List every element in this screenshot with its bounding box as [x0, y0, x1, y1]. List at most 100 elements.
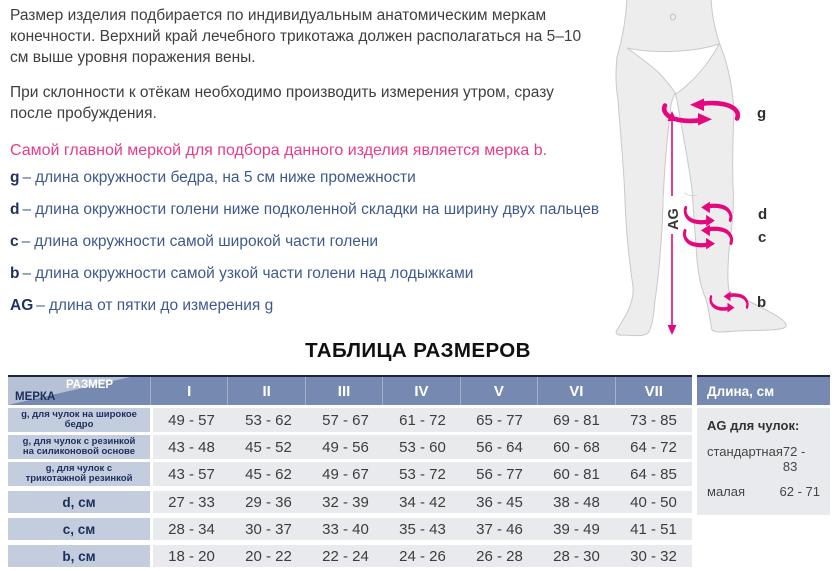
value-cell: 39 - 49	[553, 520, 600, 538]
size-table-header: РАЗМЕР МЕРКА I II III IV V VI VII	[8, 375, 692, 405]
thigh-label: g	[757, 105, 766, 122]
length-box-subtitle: AG для чулок:	[707, 418, 800, 433]
leg-measurement-diagram: AG	[615, 0, 787, 337]
value-cell: 30 - 32	[630, 547, 677, 565]
length-box-body: AG для чулок: стандартная 72 - 83 малая …	[697, 408, 830, 515]
table-row: g, для чулок с резинкой на силиконовой о…	[8, 435, 692, 459]
corner-cell: РАЗМЕР МЕРКА	[8, 377, 150, 405]
size-table-title: ТАБЛИЦА РАЗМЕРОВ	[305, 339, 531, 362]
intro-p1-line1: Размер изделия подбирается по индивидуал…	[10, 7, 547, 24]
measurement-item-b: b – длина окружности самой узкой части гол…	[10, 265, 474, 282]
intro-paragraph-1: Размер изделия подбирается по индивидуал…	[10, 5, 581, 68]
value-cell: 22 - 24	[322, 547, 369, 565]
value-cell: 28 - 34	[168, 520, 215, 538]
knee-crease	[683, 192, 698, 197]
size-table: РАЗМЕР МЕРКА I II III IV V VI VII g, для чулок…	[8, 375, 692, 567]
value-cell: 57 - 67	[322, 411, 369, 429]
intro-paragraph-2: При склонности к отёкам необходимо произ…	[10, 82, 581, 124]
row-label: b, см	[8, 545, 150, 567]
value-cell: 56 - 64	[476, 438, 523, 456]
length-box-header: Длина, см	[697, 375, 830, 405]
value-cell: 38 - 48	[553, 493, 600, 511]
column-header-III: III	[304, 377, 382, 405]
value-cell: 65 - 77	[476, 411, 523, 429]
value-cell: 53 - 72	[399, 465, 446, 483]
length-box: Длина, см AG для чулок: стандартная 72 -…	[697, 375, 830, 515]
value-cell: 64 - 85	[630, 465, 677, 483]
value-cell: 36 - 45	[476, 493, 523, 511]
value-cell: 40 - 50	[630, 493, 677, 511]
intro-p1-line2: конечности. Верхний край лечебного трико…	[10, 28, 582, 45]
value-cell: 30 - 37	[245, 520, 292, 538]
value-cell: 35 - 43	[399, 520, 446, 538]
measurement-item-d: d – длина окружности голени ниже подколенн…	[10, 201, 600, 218]
ag-label-backing	[663, 196, 680, 234]
measurement-text: длина окружности бедра, на 5 см ниже про…	[35, 169, 416, 186]
leg-figure	[615, 0, 787, 337]
row-label: c, см	[8, 518, 150, 540]
length-label: малая	[707, 484, 746, 499]
column-header-VI: VI	[537, 377, 614, 405]
row-label: g, для чулок на широкое бедро	[8, 408, 150, 432]
value-cell: 49 - 57	[168, 411, 215, 429]
value-cell: 29 - 36	[245, 493, 292, 511]
size-table-body: g, для чулок на широкое бедро 49 - 57 53 -…	[8, 408, 692, 567]
ag-arrow-down-icon	[667, 325, 677, 335]
thigh-measure-arrow-icon	[661, 98, 741, 126]
value-cell: 60 - 68	[553, 438, 600, 456]
table-row: g, для чулок на широкое бедро 49 - 57 53 -…	[8, 408, 692, 432]
measurement-text: длина окружности голени ниже подколенной…	[35, 201, 600, 218]
row-label: d, см	[8, 491, 150, 513]
ag-label: AG	[666, 208, 682, 230]
row-label: g, для чулок с трикотажной резинкой	[8, 462, 150, 486]
value-cell: 41 - 51	[630, 520, 677, 538]
value-cell: 69 - 81	[553, 411, 600, 429]
value-cell: 45 - 52	[245, 438, 292, 456]
column-headers: I II III IV V VI VII	[150, 377, 692, 405]
value-cell: 24 - 26	[399, 547, 446, 565]
value-cell: 28 - 30	[553, 547, 600, 565]
value-cell: 43 - 57	[168, 465, 215, 483]
length-value: 62 - 71	[779, 484, 820, 499]
length-label: стандартная	[707, 444, 783, 459]
calf-measure-arrow-icon	[682, 224, 734, 250]
ankle-label: b	[757, 294, 766, 311]
measurement-text: длина от пятки до измерения g	[48, 297, 274, 314]
length-row-standard: стандартная 72 - 83	[707, 444, 820, 474]
value-cell: 33 - 40	[322, 520, 369, 538]
corner-measure-label: МЕРКА	[15, 391, 56, 403]
length-value: 72 - 83	[782, 444, 806, 474]
row-label: g, для чулок с резинкой на силиконовой о…	[8, 435, 150, 459]
underwear-shape	[626, 43, 720, 95]
column-header-IV: IV	[382, 377, 459, 405]
value-cell: 73 - 85	[630, 411, 677, 429]
navel-icon	[670, 13, 676, 21]
column-header-V: V	[459, 377, 537, 405]
row-values: 43 - 48 45 - 52 49 - 56 53 - 60 56 - 64 60 - …	[153, 435, 692, 459]
measurement-item-c: c – длина окружности самой широкой части г…	[10, 233, 379, 250]
intro-p1-line3: см выше уровня поражения вены.	[10, 49, 256, 66]
row-values: 18 - 20 20 - 22 22 - 24 24 - 26 26 - 28 28 - …	[153, 545, 692, 567]
ankle-measure-arrow-icon	[709, 291, 749, 313]
table-row: c, см 28 - 34 30 - 37 33 - 40 35 - 43 37 - 46…	[8, 518, 692, 540]
value-cell: 34 - 42	[399, 493, 446, 511]
measurement-item-g: g – длина окружности бедра, на 5 см ниже п…	[10, 169, 416, 186]
column-header-VII: VII	[614, 377, 692, 405]
calf-label: c	[758, 229, 766, 246]
column-header-II: II	[227, 377, 304, 405]
measurement-text: длина окружности самой узкой части голен…	[35, 265, 474, 282]
intro-text: Размер изделия подбирается по индивидуал…	[10, 5, 581, 177]
row-values: 49 - 57 53 - 62 57 - 67 61 - 72 65 - 77 69 - …	[153, 408, 692, 432]
value-cell: 49 - 67	[322, 465, 369, 483]
row-values: 28 - 34 30 - 37 33 - 40 35 - 43 37 - 46 39 - …	[153, 518, 692, 540]
value-cell: 43 - 48	[168, 438, 215, 456]
length-row-small: малая 62 - 71	[707, 484, 820, 499]
value-cell: 64 - 72	[630, 438, 677, 456]
value-cell: 37 - 46	[476, 520, 523, 538]
intro-p2-line1: При склонности к отёкам необходимо произ…	[10, 84, 554, 101]
value-cell: 26 - 28	[476, 547, 523, 565]
value-cell: 49 - 56	[322, 438, 369, 456]
row-values: 43 - 57 45 - 62 49 - 67 53 - 72 56 - 77 60 - …	[153, 462, 692, 486]
below-knee-label: d	[758, 206, 767, 223]
